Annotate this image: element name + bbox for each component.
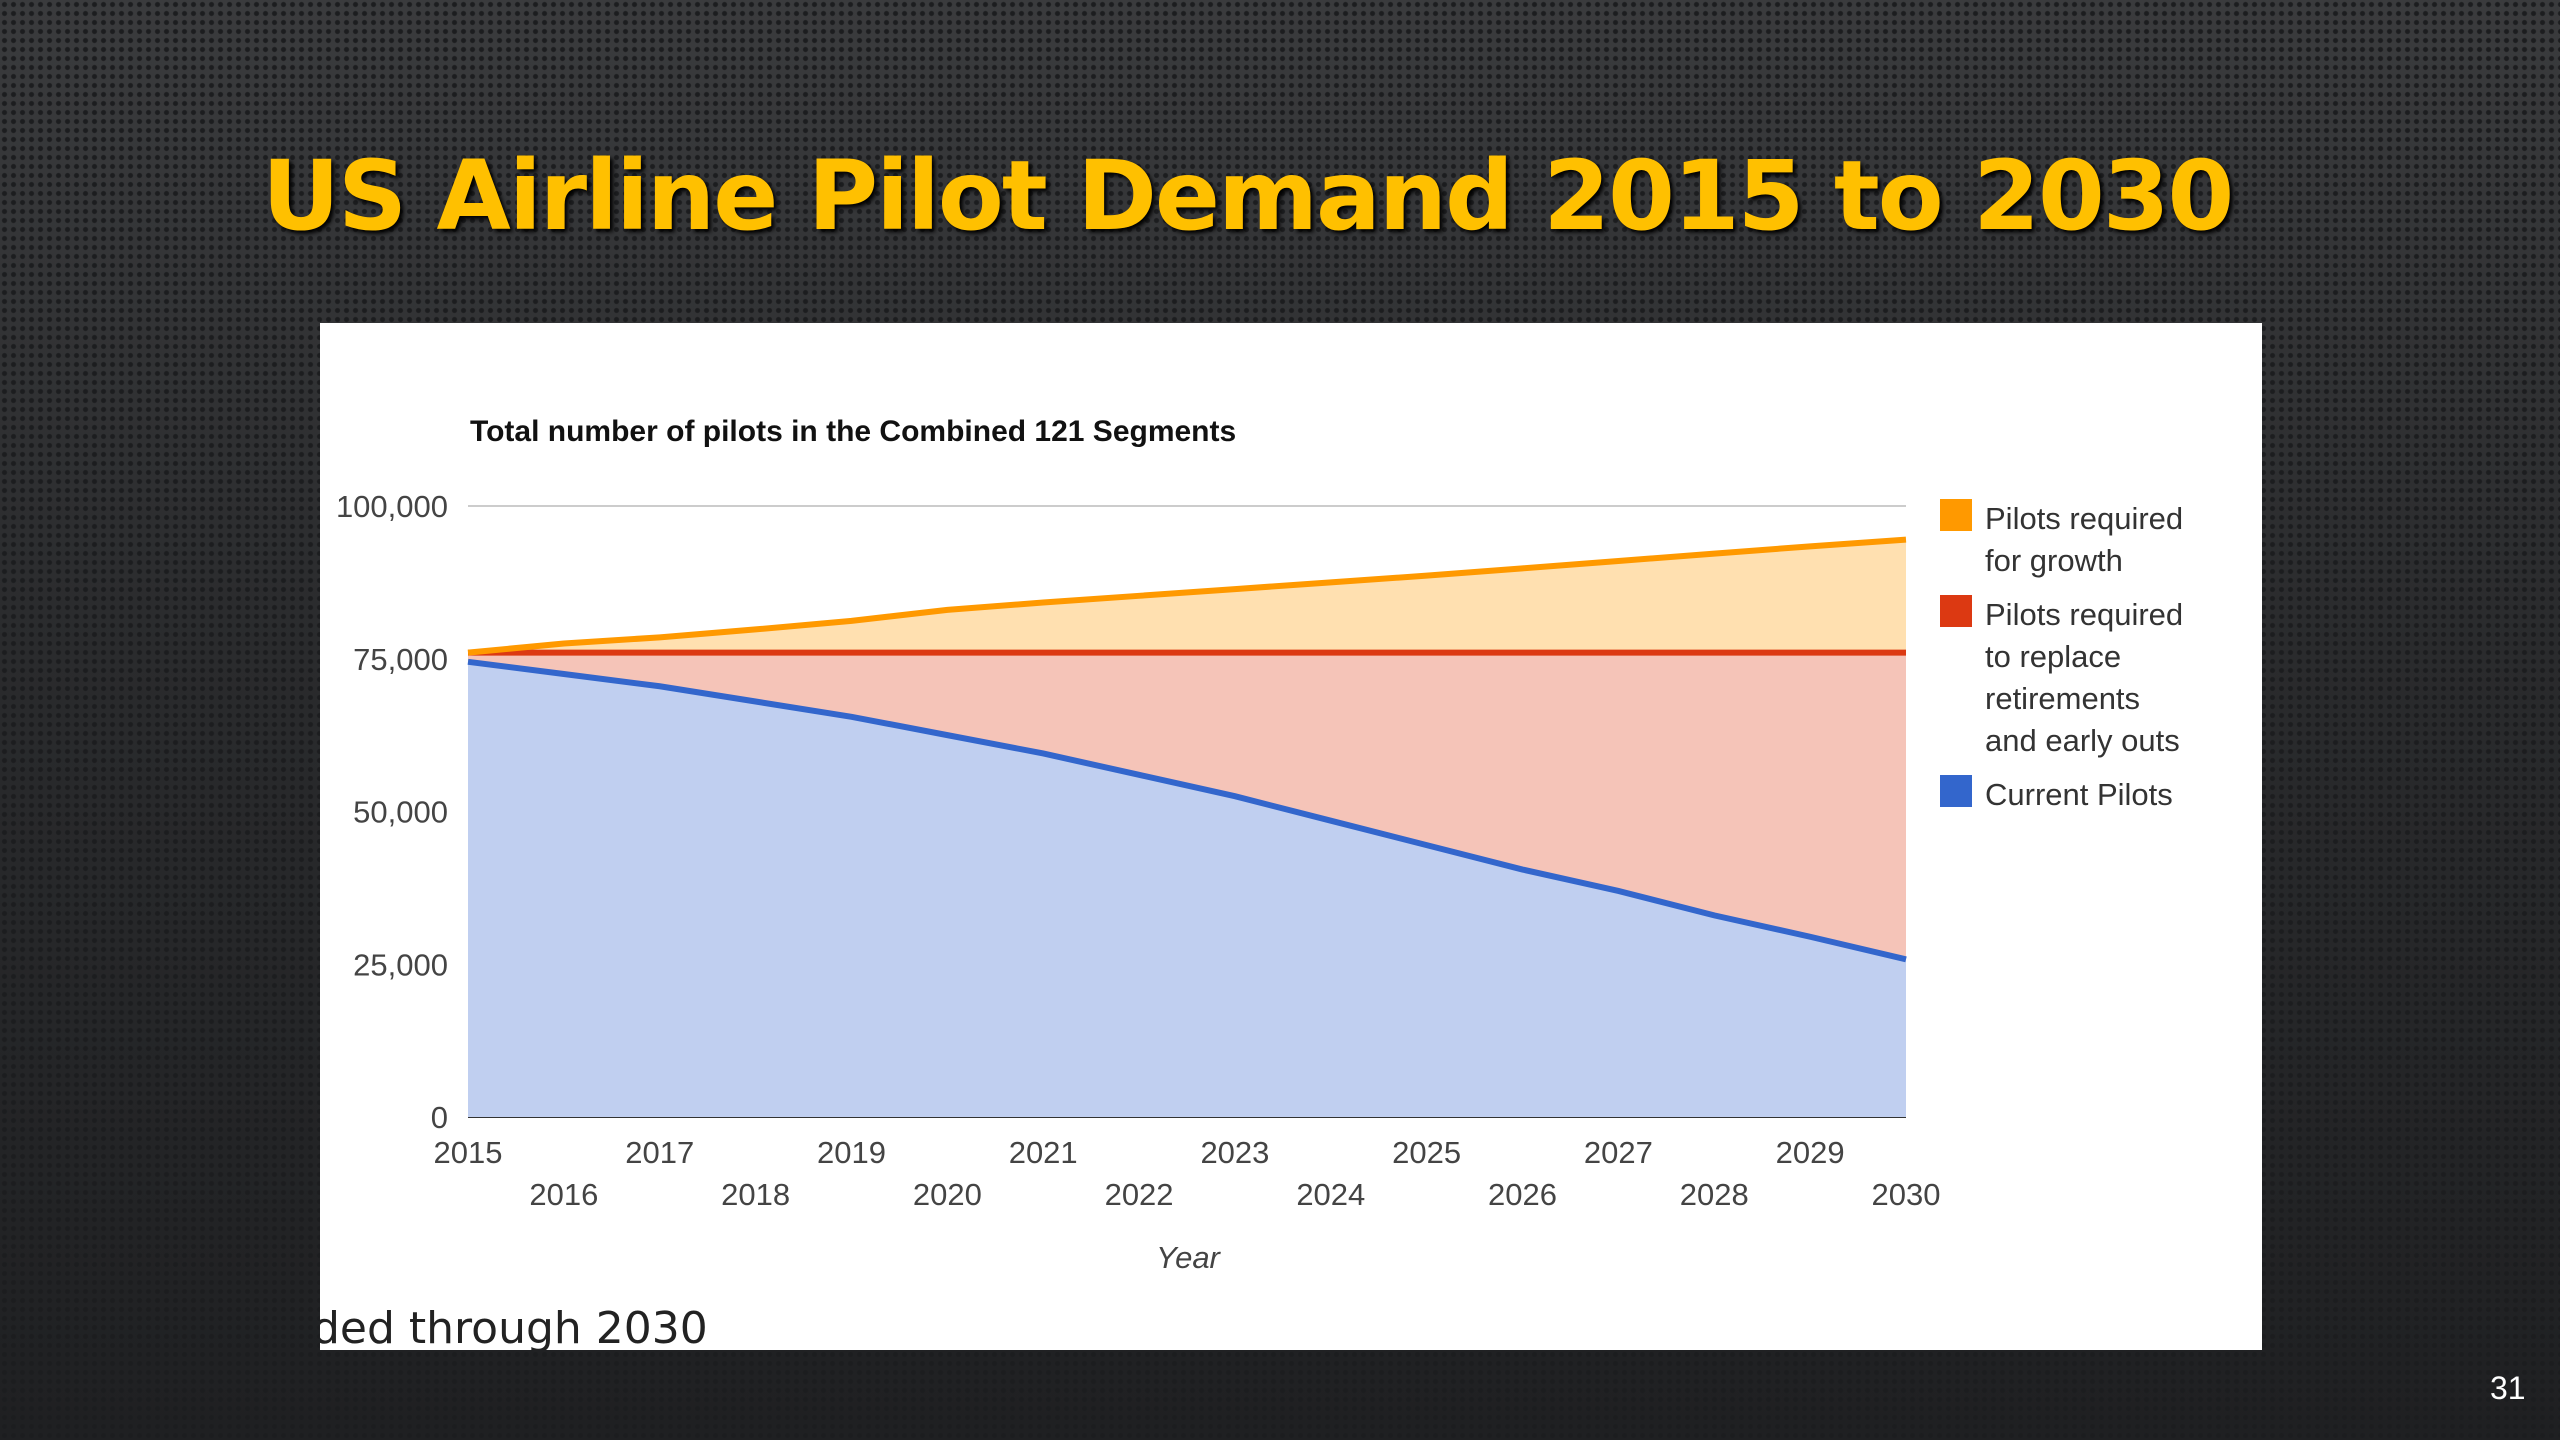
legend-swatch <box>1940 775 1972 807</box>
y-tick-label: 100,000 <box>336 489 448 524</box>
area-chart: Total number of pilots in the Combined 1… <box>336 415 2183 1275</box>
x-tick-label: 2015 <box>434 1135 503 1170</box>
y-tick-label: 25,000 <box>353 947 448 982</box>
legend-label: and early outs <box>1985 723 2180 758</box>
area-0 <box>468 661 1906 1117</box>
x-tick-label: 2025 <box>1392 1135 1461 1170</box>
x-tick-label: 2026 <box>1488 1177 1557 1212</box>
legend-swatch <box>1940 595 1972 627</box>
legend-label: Pilots required <box>1985 597 2183 632</box>
area-1 <box>468 652 1906 960</box>
x-tick-label: 2021 <box>1009 1135 1078 1170</box>
legend-label: Pilots required <box>1985 501 2183 536</box>
x-tick-label: 2019 <box>817 1135 886 1170</box>
legend-label: for growth <box>1985 543 2123 578</box>
legend-swatch <box>1940 499 1972 531</box>
x-tick-label: 2028 <box>1680 1177 1749 1212</box>
x-tick-label: 2018 <box>721 1177 790 1212</box>
x-tick-label: 2023 <box>1200 1135 1269 1170</box>
y-tick-label: 75,000 <box>353 642 448 677</box>
series-line-2 <box>467 536 1907 656</box>
page-number: 31 <box>2490 1370 2526 1406</box>
x-tick-label: 2029 <box>1776 1135 1845 1170</box>
x-tick-label: 2016 <box>529 1177 598 1212</box>
x-tick-label: 2030 <box>1872 1177 1941 1212</box>
legend-label: retirements <box>1985 681 2140 716</box>
slide-title: US Airline Pilot Demand 2015 to 2030 <box>262 140 2234 252</box>
x-tick-label: 2027 <box>1584 1135 1653 1170</box>
x-tick-label: 2017 <box>625 1135 694 1170</box>
x-axis-label: Year <box>1156 1240 1221 1275</box>
footnote: ded through 2030 <box>320 1303 708 1350</box>
x-tick-label: 2022 <box>1105 1177 1174 1212</box>
x-tick-label: 2020 <box>913 1177 982 1212</box>
legend-label: Current Pilots <box>1985 777 2173 812</box>
y-tick-label: 0 <box>431 1100 448 1135</box>
series-line-0 <box>467 658 1907 963</box>
y-tick-label: 50,000 <box>353 795 448 830</box>
x-tick-label: 2024 <box>1296 1177 1365 1212</box>
chart-panel: Total number of pilots in the Combined 1… <box>320 323 2262 1350</box>
chart-title: Total number of pilots in the Combined 1… <box>470 415 1236 448</box>
legend-label: to replace <box>1985 639 2121 674</box>
